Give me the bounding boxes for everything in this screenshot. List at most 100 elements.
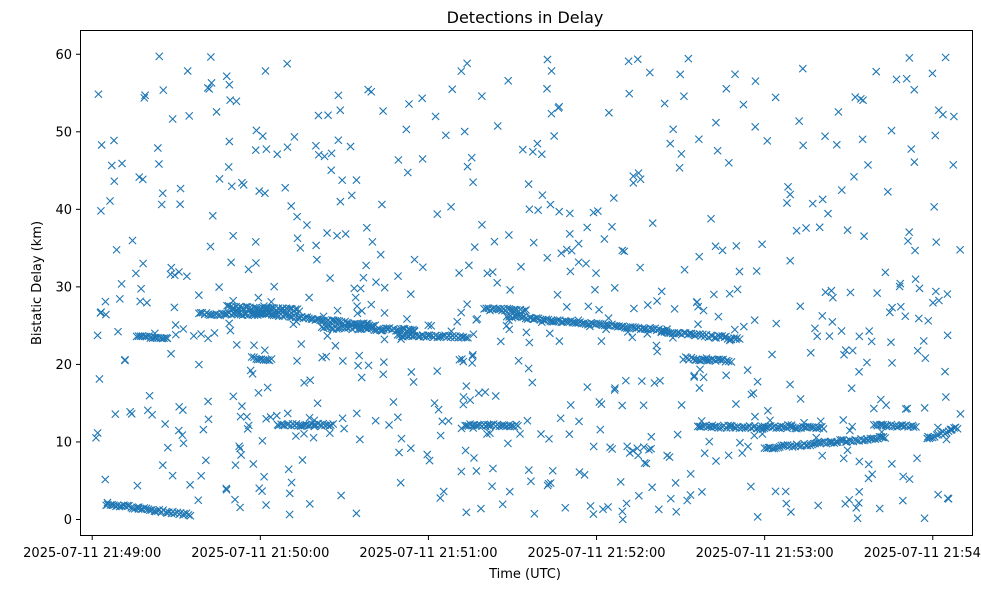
detection-point bbox=[743, 366, 752, 375]
detection-point bbox=[101, 310, 110, 319]
detection-point bbox=[252, 126, 261, 135]
detection-point bbox=[117, 502, 126, 511]
detection-point bbox=[662, 328, 671, 336]
detection-point bbox=[297, 340, 306, 349]
detection-point bbox=[460, 127, 469, 136]
detection-point bbox=[154, 160, 163, 169]
detection-point bbox=[750, 431, 759, 440]
detection-point bbox=[648, 219, 657, 228]
detection-point bbox=[459, 393, 468, 401]
detection-point bbox=[121, 502, 130, 510]
detection-point bbox=[233, 306, 242, 315]
detection-point bbox=[624, 57, 633, 66]
detection-point bbox=[647, 432, 656, 441]
detection-point bbox=[131, 269, 140, 278]
detection-point bbox=[610, 283, 619, 292]
detection-point bbox=[913, 346, 922, 355]
detection-point bbox=[485, 306, 494, 315]
detection-point bbox=[657, 287, 666, 296]
detection-point bbox=[575, 468, 584, 477]
detection-point bbox=[368, 237, 377, 246]
detection-point bbox=[293, 212, 302, 221]
detection-point bbox=[287, 478, 296, 487]
detection-point bbox=[818, 311, 827, 320]
detection-point bbox=[886, 338, 895, 347]
detection-point bbox=[837, 186, 846, 195]
detection-point bbox=[584, 302, 593, 311]
detection-point bbox=[305, 499, 314, 508]
detection-point bbox=[663, 451, 672, 460]
detection-point bbox=[302, 220, 311, 229]
detection-point bbox=[808, 199, 817, 208]
detection-point bbox=[109, 136, 118, 145]
detection-point bbox=[827, 286, 836, 295]
detection-point bbox=[647, 444, 656, 453]
detection-point bbox=[380, 308, 389, 317]
detection-point bbox=[645, 68, 654, 77]
x-tick-label: 2025-07-11 21:52:00 bbox=[528, 546, 666, 561]
detection-point bbox=[562, 302, 571, 311]
detection-point bbox=[910, 158, 919, 167]
detection-point bbox=[137, 284, 146, 293]
detection-point bbox=[313, 399, 322, 408]
detection-point bbox=[504, 316, 513, 325]
detection-point bbox=[493, 278, 502, 287]
detection-point bbox=[712, 457, 721, 466]
detection-point bbox=[596, 425, 605, 434]
detection-point bbox=[516, 312, 525, 321]
detection-point bbox=[928, 433, 937, 442]
detection-point bbox=[327, 149, 336, 158]
detection-point bbox=[842, 437, 851, 446]
detection-point bbox=[468, 350, 477, 359]
detection-point bbox=[620, 247, 629, 256]
detection-point bbox=[872, 67, 881, 76]
detection-point bbox=[481, 388, 490, 397]
detection-point bbox=[134, 332, 143, 341]
detection-point bbox=[372, 278, 380, 287]
detection-point bbox=[784, 182, 793, 191]
detection-point bbox=[537, 150, 546, 159]
detection-point bbox=[796, 302, 805, 311]
detection-point bbox=[237, 402, 246, 411]
detection-point bbox=[727, 357, 736, 366]
detection-point bbox=[707, 214, 716, 223]
detection-point bbox=[236, 444, 245, 453]
detection-point bbox=[380, 283, 389, 292]
detection-point bbox=[157, 200, 166, 209]
detection-point bbox=[907, 145, 916, 154]
detection-point bbox=[702, 354, 711, 363]
detection-point bbox=[814, 501, 823, 510]
detection-point bbox=[244, 265, 253, 274]
detection-point bbox=[477, 220, 486, 229]
detection-point bbox=[385, 420, 394, 429]
detection-point bbox=[606, 443, 615, 452]
detection-point bbox=[760, 424, 769, 433]
detection-point bbox=[296, 243, 305, 252]
detection-point bbox=[896, 279, 905, 288]
detection-point bbox=[580, 470, 589, 479]
detection-point bbox=[184, 510, 193, 519]
detection-point bbox=[763, 406, 772, 415]
detection-point bbox=[625, 89, 634, 98]
detection-point bbox=[750, 316, 759, 325]
detection-point bbox=[787, 421, 796, 430]
detection-point bbox=[628, 333, 637, 342]
detection-point bbox=[530, 509, 539, 518]
detection-point bbox=[786, 507, 795, 516]
detection-point bbox=[232, 340, 241, 349]
detection-point bbox=[854, 498, 863, 507]
detection-point bbox=[724, 357, 733, 366]
detection-point bbox=[283, 59, 292, 68]
detection-point bbox=[247, 353, 256, 362]
detection-point bbox=[197, 471, 206, 480]
detection-point bbox=[533, 139, 542, 148]
detection-point bbox=[633, 55, 642, 64]
detection-point bbox=[457, 467, 466, 476]
detection-point bbox=[314, 111, 323, 120]
detection-point bbox=[231, 461, 240, 470]
detection-point bbox=[766, 416, 775, 425]
detection-point bbox=[562, 245, 571, 254]
detection-point bbox=[711, 118, 720, 127]
detection-point bbox=[258, 487, 267, 496]
